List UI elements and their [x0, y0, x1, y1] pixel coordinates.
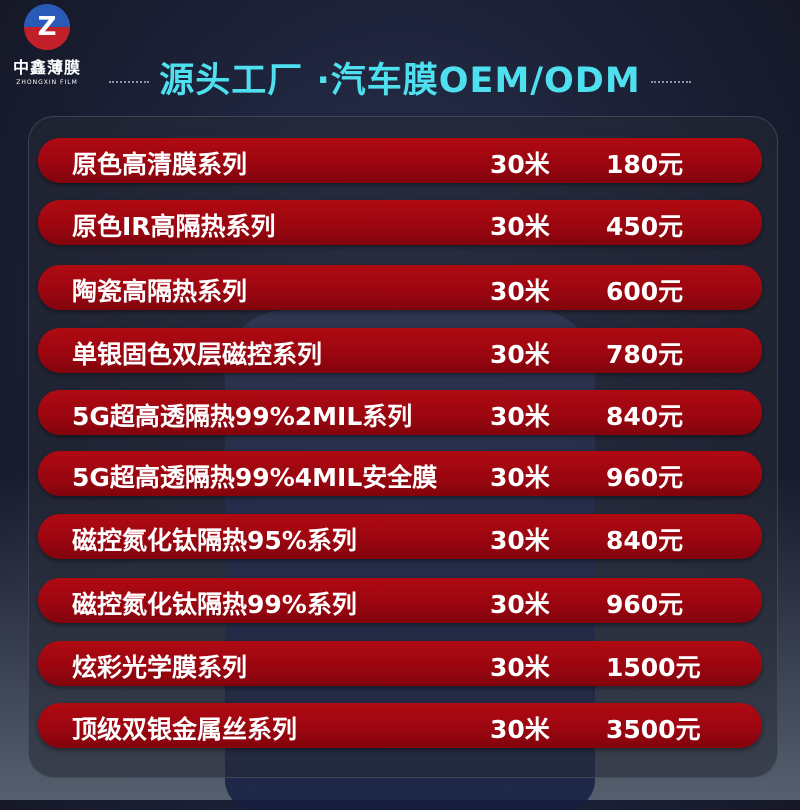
product-price: 840元 — [606, 402, 684, 431]
price-row: 顶级双银金属丝系列 30米 3500元 — [38, 703, 762, 748]
product-length: 30米 — [490, 463, 550, 492]
product-name: 原色高清膜系列 — [72, 150, 248, 179]
product-price: 600元 — [606, 277, 684, 306]
product-price: 3500元 — [606, 715, 701, 744]
price-row: 炫彩光学膜系列 30米 1500元 — [38, 641, 762, 686]
product-length: 30米 — [490, 590, 550, 619]
price-row: 5G超高透隔热99%2MIL系列 30米 840元 — [38, 390, 762, 435]
product-name: 磁控氮化钛隔热99%系列 — [72, 590, 357, 619]
product-name: 5G超高透隔热99%2MIL系列 — [72, 402, 413, 431]
product-price: 780元 — [606, 340, 684, 369]
product-length: 30米 — [490, 340, 550, 369]
brand-name-en: ZHONGXIN FILM — [16, 79, 78, 86]
product-name: 原色IR高隔热系列 — [72, 212, 276, 241]
product-price: 1500元 — [606, 653, 701, 682]
product-price: 960元 — [606, 590, 684, 619]
product-length: 30米 — [490, 277, 550, 306]
product-name: 顶级双银金属丝系列 — [72, 715, 298, 744]
product-length: 30米 — [490, 150, 550, 179]
page-title: 源头工厂 ·汽车膜OEM/ODM — [0, 52, 800, 103]
brand-name: 中鑫薄膜 — [12, 58, 81, 77]
price-row: 原色IR高隔热系列 30米 450元 — [38, 200, 762, 245]
logo-icon: Z — [24, 4, 70, 50]
product-price: 960元 — [606, 463, 684, 492]
price-row: 单银固色双层磁控系列 30米 780元 — [38, 328, 762, 373]
product-name: 磁控氮化钛隔热95%系列 — [72, 526, 357, 555]
product-length: 30米 — [490, 653, 550, 682]
price-row: 磁控氮化钛隔热95%系列 30米 840元 — [38, 514, 762, 559]
product-price: 180元 — [606, 150, 684, 179]
product-price: 840元 — [606, 526, 684, 555]
price-row: 原色高清膜系列 30米 180元 — [38, 138, 762, 183]
price-row: 陶瓷高隔热系列 30米 600元 — [38, 265, 762, 310]
divider — [650, 81, 691, 83]
product-length: 30米 — [490, 526, 550, 555]
product-length: 30米 — [490, 715, 550, 744]
product-name: 单银固色双层磁控系列 — [72, 340, 323, 369]
brand-logo: Z 中鑫薄膜 ZHONGXIN FILM — [4, 4, 90, 86]
product-name: 陶瓷高隔热系列 — [72, 277, 248, 306]
product-length: 30米 — [490, 402, 550, 431]
product-name: 5G超高透隔热99%4MIL安全膜 — [72, 463, 438, 492]
price-row: 磁控氮化钛隔热99%系列 30米 960元 — [38, 578, 762, 623]
divider — [109, 81, 150, 83]
product-length: 30米 — [490, 212, 550, 241]
product-name: 炫彩光学膜系列 — [72, 653, 248, 682]
product-price: 450元 — [606, 212, 684, 241]
price-row: 5G超高透隔热99%4MIL安全膜 30米 960元 — [38, 451, 762, 496]
